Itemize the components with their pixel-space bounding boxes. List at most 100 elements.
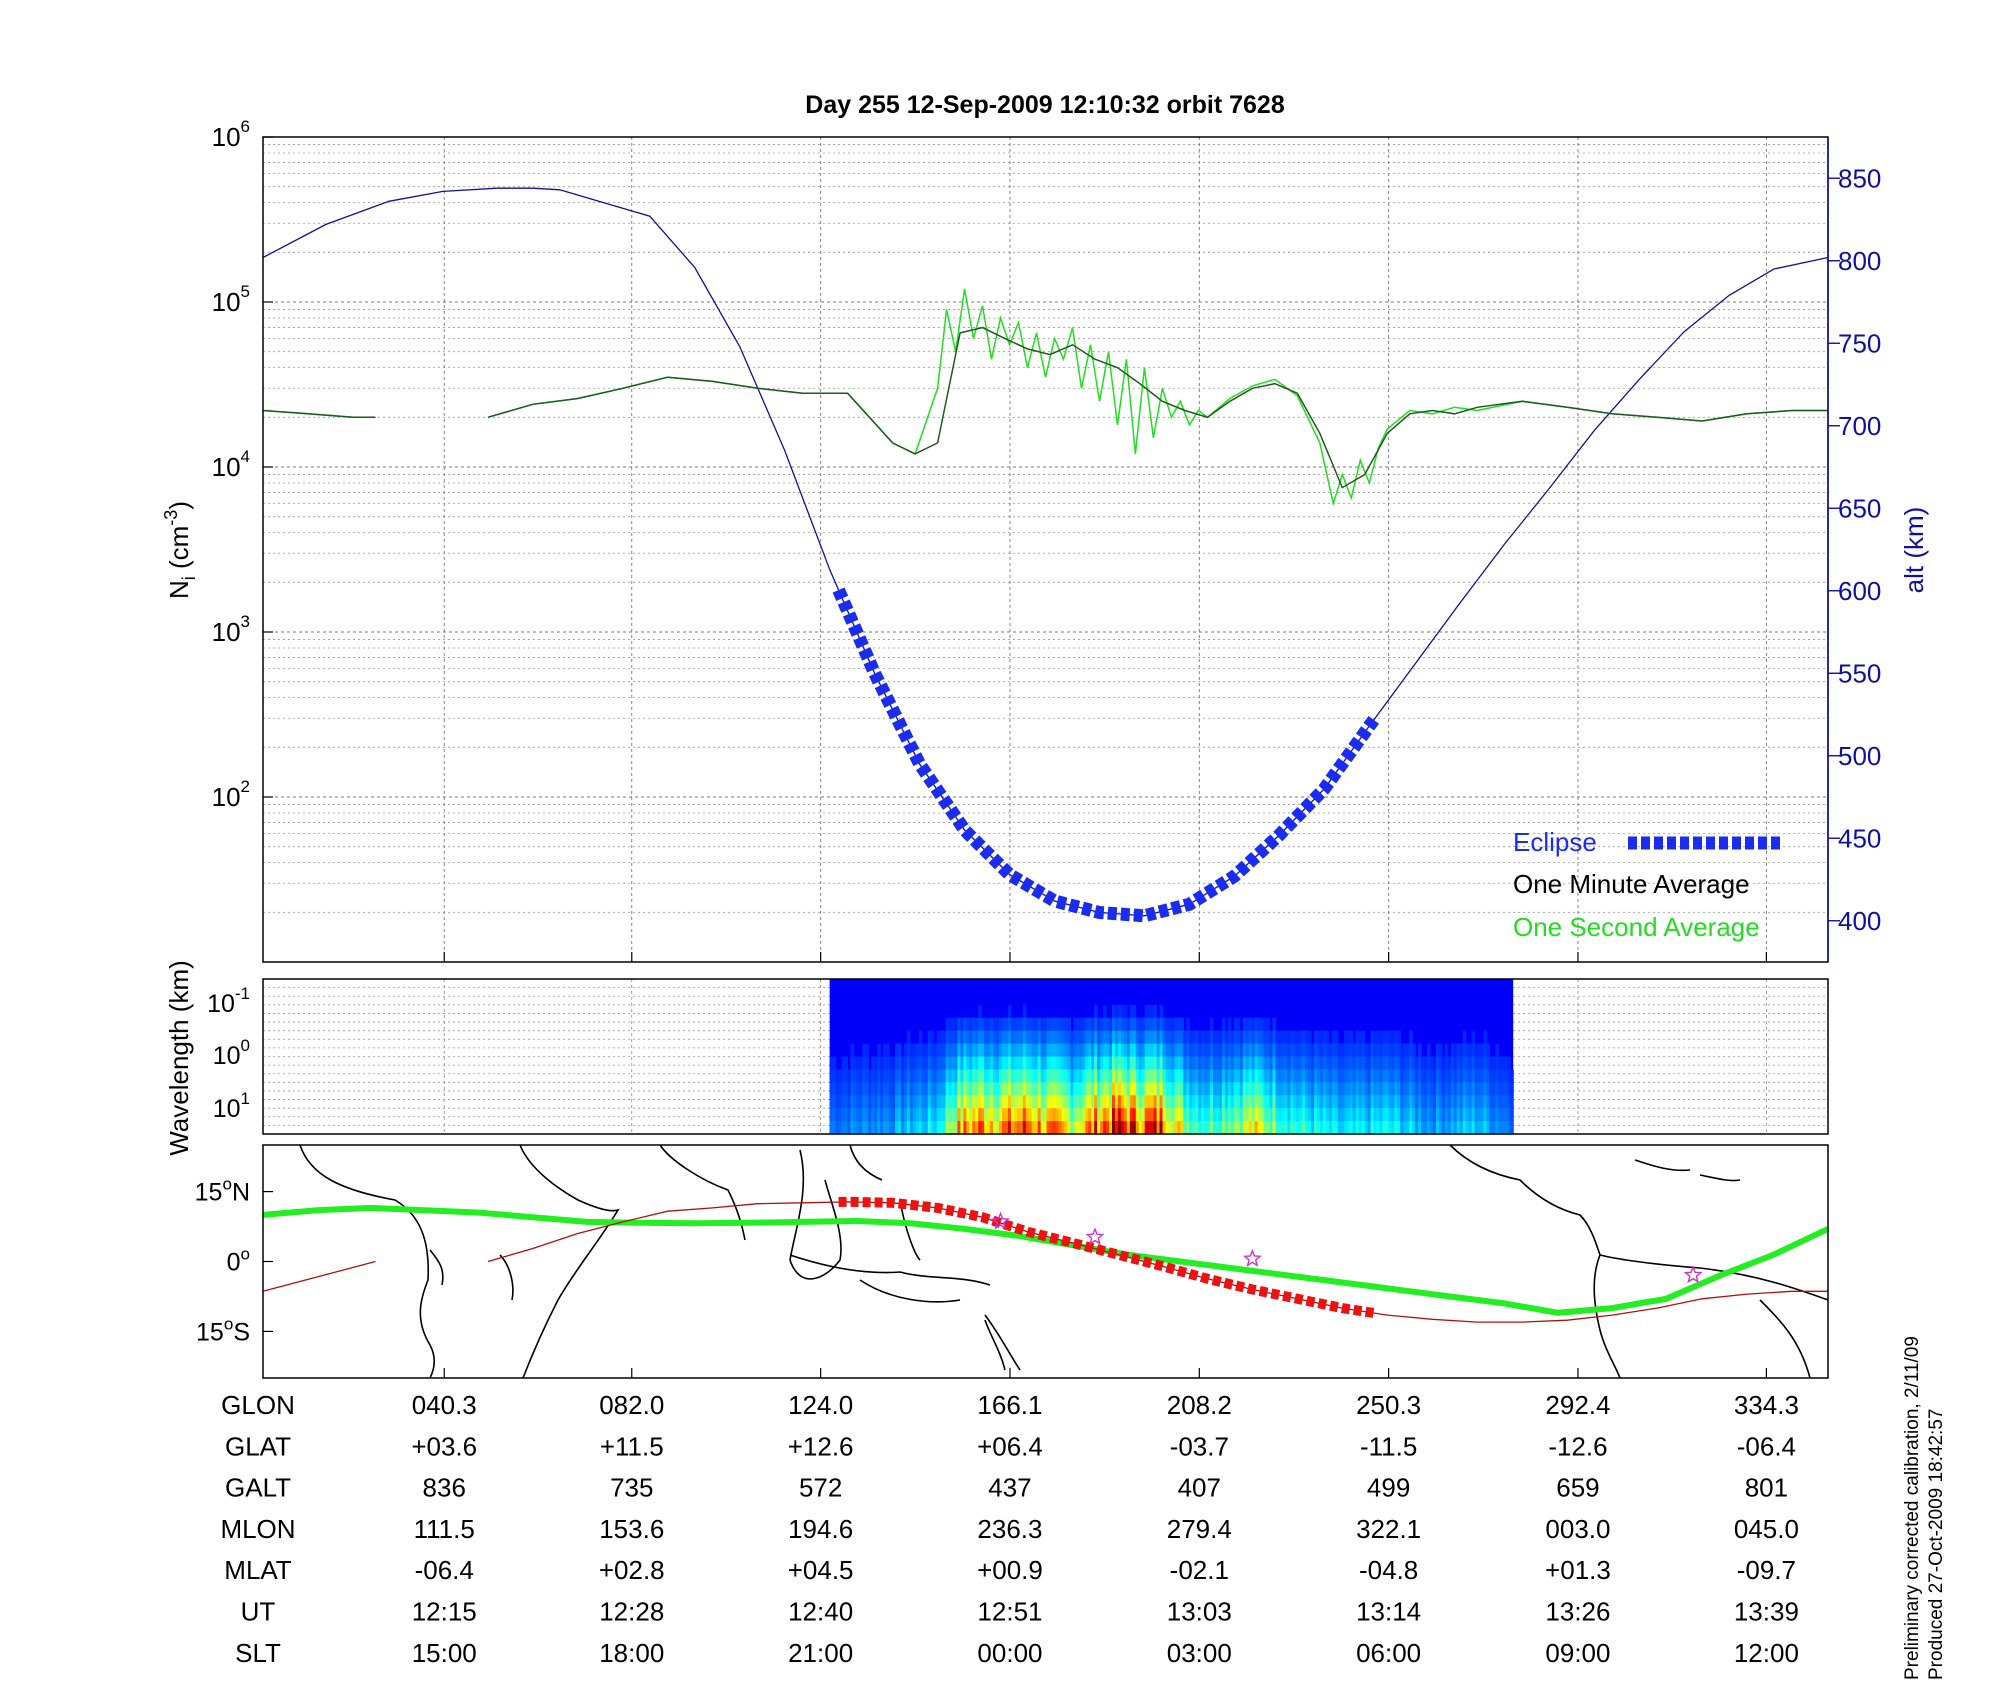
spectrogram-cell [900,1056,905,1071]
spectrogram-cell [1123,1095,1128,1109]
spectrogram-cell [1397,1030,1401,1045]
spectrogram-cell [1114,1017,1119,1032]
spectrogram-cell [1254,1043,1259,1058]
table-row-label: GALT [225,1473,291,1503]
spectrogram-cell [978,1043,982,1058]
spectrogram-cell [1254,1121,1259,1135]
spectrogram-cell [1019,1095,1024,1109]
spectrogram-cell [1171,1056,1175,1071]
spectrogram-cell [1064,1082,1068,1096]
spectrogram-cell [1126,1030,1131,1045]
spectrogram-cell [1296,1056,1300,1071]
spectrogram-cell [1192,1056,1196,1071]
map-tick-label: 15oS [196,1314,250,1346]
spectrogram-cell [1147,1082,1152,1096]
spectrogram-cell [1337,1056,1342,1071]
spectrogram-cell [942,1069,947,1083]
spectrogram-cell [1388,1095,1392,1109]
spectrogram-cell [841,1095,846,1109]
spectrogram-cell [1103,1069,1107,1083]
spectrogram-cell [1028,1082,1033,1096]
spectrogram-cell [1049,1056,1054,1071]
spectrogram-cell [1409,1069,1413,1083]
spectrogram-cell [1477,1121,1482,1135]
spectrogram-cell [1251,1095,1256,1109]
y-left-tick-label: 104 [212,447,250,482]
spectrogram-cell [951,1121,956,1135]
spectrogram-cell [1349,1069,1354,1083]
spectrogram-cell [829,1082,834,1096]
spectrogram-cell [927,1108,932,1122]
spectrogram-cell [1438,1108,1443,1122]
spectrogram-cell [1227,1095,1232,1109]
spectrogram-cell [1201,1043,1205,1058]
spectrogram-cell [1364,1069,1369,1083]
spectrogram-cell [939,1095,944,1109]
spectrogram-cell [1224,1069,1229,1083]
spectrogram-cell [1073,1017,1077,1032]
spectrogram-cell [1284,1030,1288,1045]
legend-eclipse-label: Eclipse [1513,827,1597,857]
spectrogram-cell [1421,1056,1425,1071]
tick-base: 10 [212,617,241,647]
spectrogram-cell [877,1082,881,1096]
spectrogram-cell [1456,1082,1461,1096]
spectrogram-cell [841,1056,846,1071]
spectrogram-cell [939,1121,944,1135]
spectrogram-cell [1162,1056,1167,1071]
spectrogram-cell [1355,1108,1360,1122]
spectrogram-cell [1230,1082,1235,1096]
spectrogram-cell [945,1095,950,1109]
spectrogram-cell [1007,1108,1012,1122]
spectrogram-cell [1290,1069,1294,1083]
spectrogram-cell [1174,1095,1178,1109]
spectrogram-cell [1227,1082,1232,1096]
spectrogram-cell [1287,1082,1291,1096]
spectrogram-cell [903,1108,908,1122]
spectrogram-cell [1061,1095,1066,1109]
spectrogram-cell [972,1069,976,1083]
spectrogram-cell [895,1095,899,1109]
spectrogram-cell [1266,1082,1271,1096]
spectrogram-cell [1079,1030,1083,1045]
spectrogram-cell [1195,1095,1199,1109]
spectrogram-cell [939,1030,944,1045]
spectrogram-cell [1459,1056,1464,1071]
spectrogram-cell [850,1082,855,1096]
spectrogram-cell [1432,1056,1437,1071]
y-right-label: alt (km) [1899,507,1929,594]
spectrogram-cell [1135,1017,1140,1032]
spectrogram-cell [859,1121,863,1135]
spectrogram-cell [1471,1030,1476,1045]
spectrogram-cell [1438,1056,1443,1071]
spectrogram-cell [1064,1056,1068,1071]
spectrogram-cell [1216,1121,1220,1135]
spectrogram-cell [1218,1043,1223,1058]
spectrogram-cell [984,1069,988,1083]
spectrogram-cell [1025,1043,1030,1058]
spectrogram-cell [1103,1108,1107,1122]
spectrogram-cell [1022,1121,1027,1135]
spectrogram-cell [1210,1056,1214,1071]
spectrogram-cell [1043,1095,1048,1109]
spectrogram-cell [1174,1121,1178,1135]
spectrogram-cell [1394,1121,1398,1135]
spectrogram-cell [1019,1069,1024,1083]
spectrogram-cell [1135,1082,1140,1096]
spectrogram-cell [1275,1056,1280,1071]
spectrogram-cell [1091,1056,1095,1071]
spectrogram-cell [897,1082,902,1096]
spectrogram-cell [1314,1056,1318,1071]
spectrogram-cell [1162,1082,1167,1096]
spectrogram-cell [1233,1056,1238,1071]
spectrogram-cell [895,1056,899,1071]
spectrogram-cell [1510,1082,1514,1096]
spectrogram-cell [1135,1056,1140,1071]
spectrogram-cell [981,1082,985,1096]
spectrogram-cell [877,1121,881,1135]
spectrogram-cell [1263,1082,1268,1096]
spectrogram-cell [972,1043,976,1058]
spectrogram-cell [1418,1121,1422,1135]
spectrogram-cell [987,1056,991,1071]
